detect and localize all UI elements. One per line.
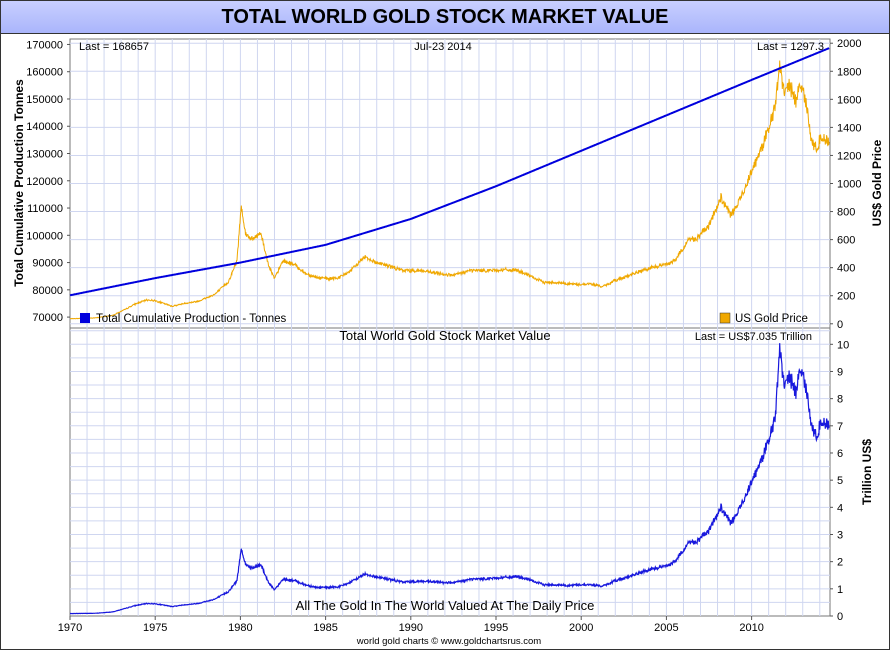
series-gold-price [70, 60, 830, 320]
right-tick-label: 0 [837, 319, 843, 331]
bottom-right-tick-label: 7 [837, 421, 843, 433]
legend-production-label: Total Cumulative Production - Tonnes [96, 313, 287, 325]
x-tick-label: 1985 [313, 622, 337, 634]
left-tick-label: 120000 [26, 176, 63, 188]
title-bar: TOTAL WORLD GOLD STOCK MARKET VALUE [1, 1, 889, 34]
legend-gold-swatch [719, 312, 731, 324]
bottom-right-axis-title: Trillion US$ [860, 439, 874, 505]
chart-svg: 7000080000900001000001100001200001300001… [12, 38, 884, 647]
left-tick-label: 170000 [26, 39, 63, 51]
top-right-axis-ticks: 0 200 400 600 800 1000 1200 1400 1600 1800 2000 [830, 38, 861, 331]
right-tick-label: 1800 [837, 66, 861, 78]
x-tick-label: 2000 [569, 622, 593, 634]
right-tick-label: 2000 [837, 38, 861, 50]
left-tick-label: 110000 [27, 203, 63, 215]
bottom-right-tick-label: 0 [837, 611, 843, 623]
x-tick-label: 1970 [58, 622, 82, 634]
x-tick-label: 2010 [739, 622, 763, 634]
left-tick-label: 80000 [32, 285, 63, 297]
left-tick-label: 140000 [26, 121, 63, 133]
top-left-axis-ticks: 70000 80000 90000 100000 110000 120000 130000 1… [26, 39, 70, 324]
right-tick-label: 1600 [837, 94, 861, 106]
page-title: TOTAL WORLD GOLD STOCK MARKET VALUE [221, 6, 669, 28]
bottom-right-tick-label: 3 [837, 529, 843, 541]
left-axis-title: Total Cumulative Production Tonnes [12, 79, 26, 287]
right-tick-label: 200 [837, 291, 855, 303]
bottom-right-tick-label: 10 [837, 339, 849, 351]
series-total-production [69, 47, 830, 297]
right-tick-label: 800 [837, 207, 855, 219]
bottom-right-axis-ticks: 0 1 2 3 4 5 6 7 8 9 10 [830, 339, 849, 623]
top-header-right: Last = 1297.3 [757, 41, 824, 53]
x-tick-label: 1980 [228, 622, 252, 634]
left-tick-label: 160000 [26, 67, 63, 79]
top-header-left: Last = 168657 [79, 41, 149, 53]
right-tick-label: 1200 [837, 150, 861, 162]
x-tick-label: 1975 [143, 622, 167, 634]
left-tick-label: 70000 [32, 312, 63, 324]
right-tick-label: 400 [837, 263, 855, 275]
bottom-right-tick-label: 9 [837, 366, 843, 378]
bottom-right-tick-label: 4 [837, 502, 843, 514]
bottom-annotation: All The Gold In The World Valued At The … [296, 598, 595, 613]
bottom-plot-area [69, 327, 831, 617]
bottom-right-tick-label: 8 [837, 394, 843, 406]
left-tick-label: 100000 [26, 230, 63, 242]
bottom-right-tick-label: 5 [837, 475, 843, 487]
bottom-right-tick-label: 6 [837, 448, 843, 460]
bottom-header-right: Last = US$7.035 Trillion [695, 331, 812, 343]
x-tick-label: 1995 [484, 622, 508, 634]
legend-gold-label: US Gold Price [735, 313, 808, 325]
series-market-value [70, 343, 830, 615]
left-tick-label: 130000 [26, 149, 63, 161]
legend-production-swatch [80, 313, 90, 323]
x-tick-label: 1990 [399, 622, 423, 634]
top-header-center: Jul-23 2014 [414, 41, 472, 53]
right-tick-label: 600 [837, 235, 855, 247]
x-axis-ticks: 1970 1975 1980 1985 1990 1995 2000 2005 2010 [58, 616, 764, 634]
x-tick-label: 2005 [654, 622, 678, 634]
left-tick-label: 90000 [32, 258, 63, 270]
left-tick-label: 150000 [26, 94, 63, 106]
right-tick-label: 1000 [837, 179, 861, 191]
series-layer [69, 47, 830, 615]
bottom-grid [70, 328, 830, 616]
footer-credit: world gold charts © www.goldchartsrus.co… [356, 636, 541, 647]
bottom-right-tick-label: 1 [837, 584, 843, 596]
right-tick-label: 1400 [837, 122, 861, 134]
bottom-panel-title: Total World Gold Stock Market Value [339, 328, 550, 343]
top-right-axis-title: US$ Gold Price [870, 139, 884, 226]
bottom-right-tick-label: 2 [837, 557, 843, 569]
